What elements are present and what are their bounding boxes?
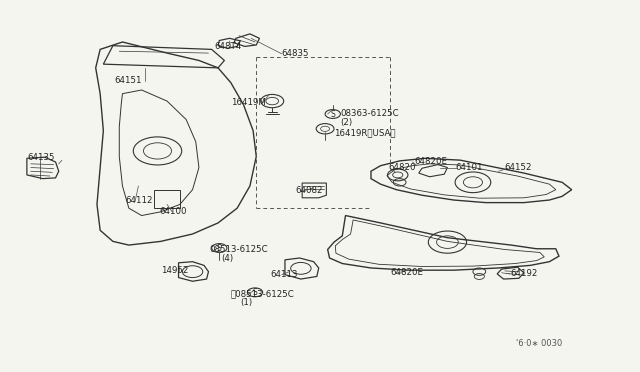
Text: 08513-6125C: 08513-6125C xyxy=(210,246,268,254)
Text: 64835: 64835 xyxy=(282,49,309,58)
Text: 64135: 64135 xyxy=(27,153,54,162)
Text: '6·0∗ 0030: '6·0∗ 0030 xyxy=(516,340,562,349)
Text: S: S xyxy=(253,288,257,297)
Text: (1): (1) xyxy=(241,298,252,307)
Text: 16419M: 16419M xyxy=(231,98,266,107)
Text: 64151: 64151 xyxy=(115,76,142,85)
Text: 14952: 14952 xyxy=(161,266,188,275)
Text: 08363-6125C: 08363-6125C xyxy=(340,109,399,118)
Text: 64100: 64100 xyxy=(159,206,187,216)
Text: 64820E: 64820E xyxy=(390,267,423,276)
Text: (2): (2) xyxy=(340,118,353,126)
Text: S: S xyxy=(330,109,335,119)
Text: 64820: 64820 xyxy=(389,163,417,172)
Text: 64192: 64192 xyxy=(510,269,537,278)
Text: 64152: 64152 xyxy=(505,163,532,172)
Text: 64820E: 64820E xyxy=(414,157,447,166)
Text: 64112: 64112 xyxy=(125,196,153,205)
Text: S: S xyxy=(217,244,221,253)
Text: 64101: 64101 xyxy=(455,163,483,172)
Text: (4): (4) xyxy=(221,254,234,263)
Text: Ⓝ08513-6125C: Ⓝ08513-6125C xyxy=(231,289,294,298)
Text: 64082: 64082 xyxy=(296,186,323,195)
Text: 64113: 64113 xyxy=(270,270,298,279)
Text: 16419R《USA》: 16419R《USA》 xyxy=(334,128,396,137)
Text: 648Т4: 648Т4 xyxy=(215,42,242,51)
